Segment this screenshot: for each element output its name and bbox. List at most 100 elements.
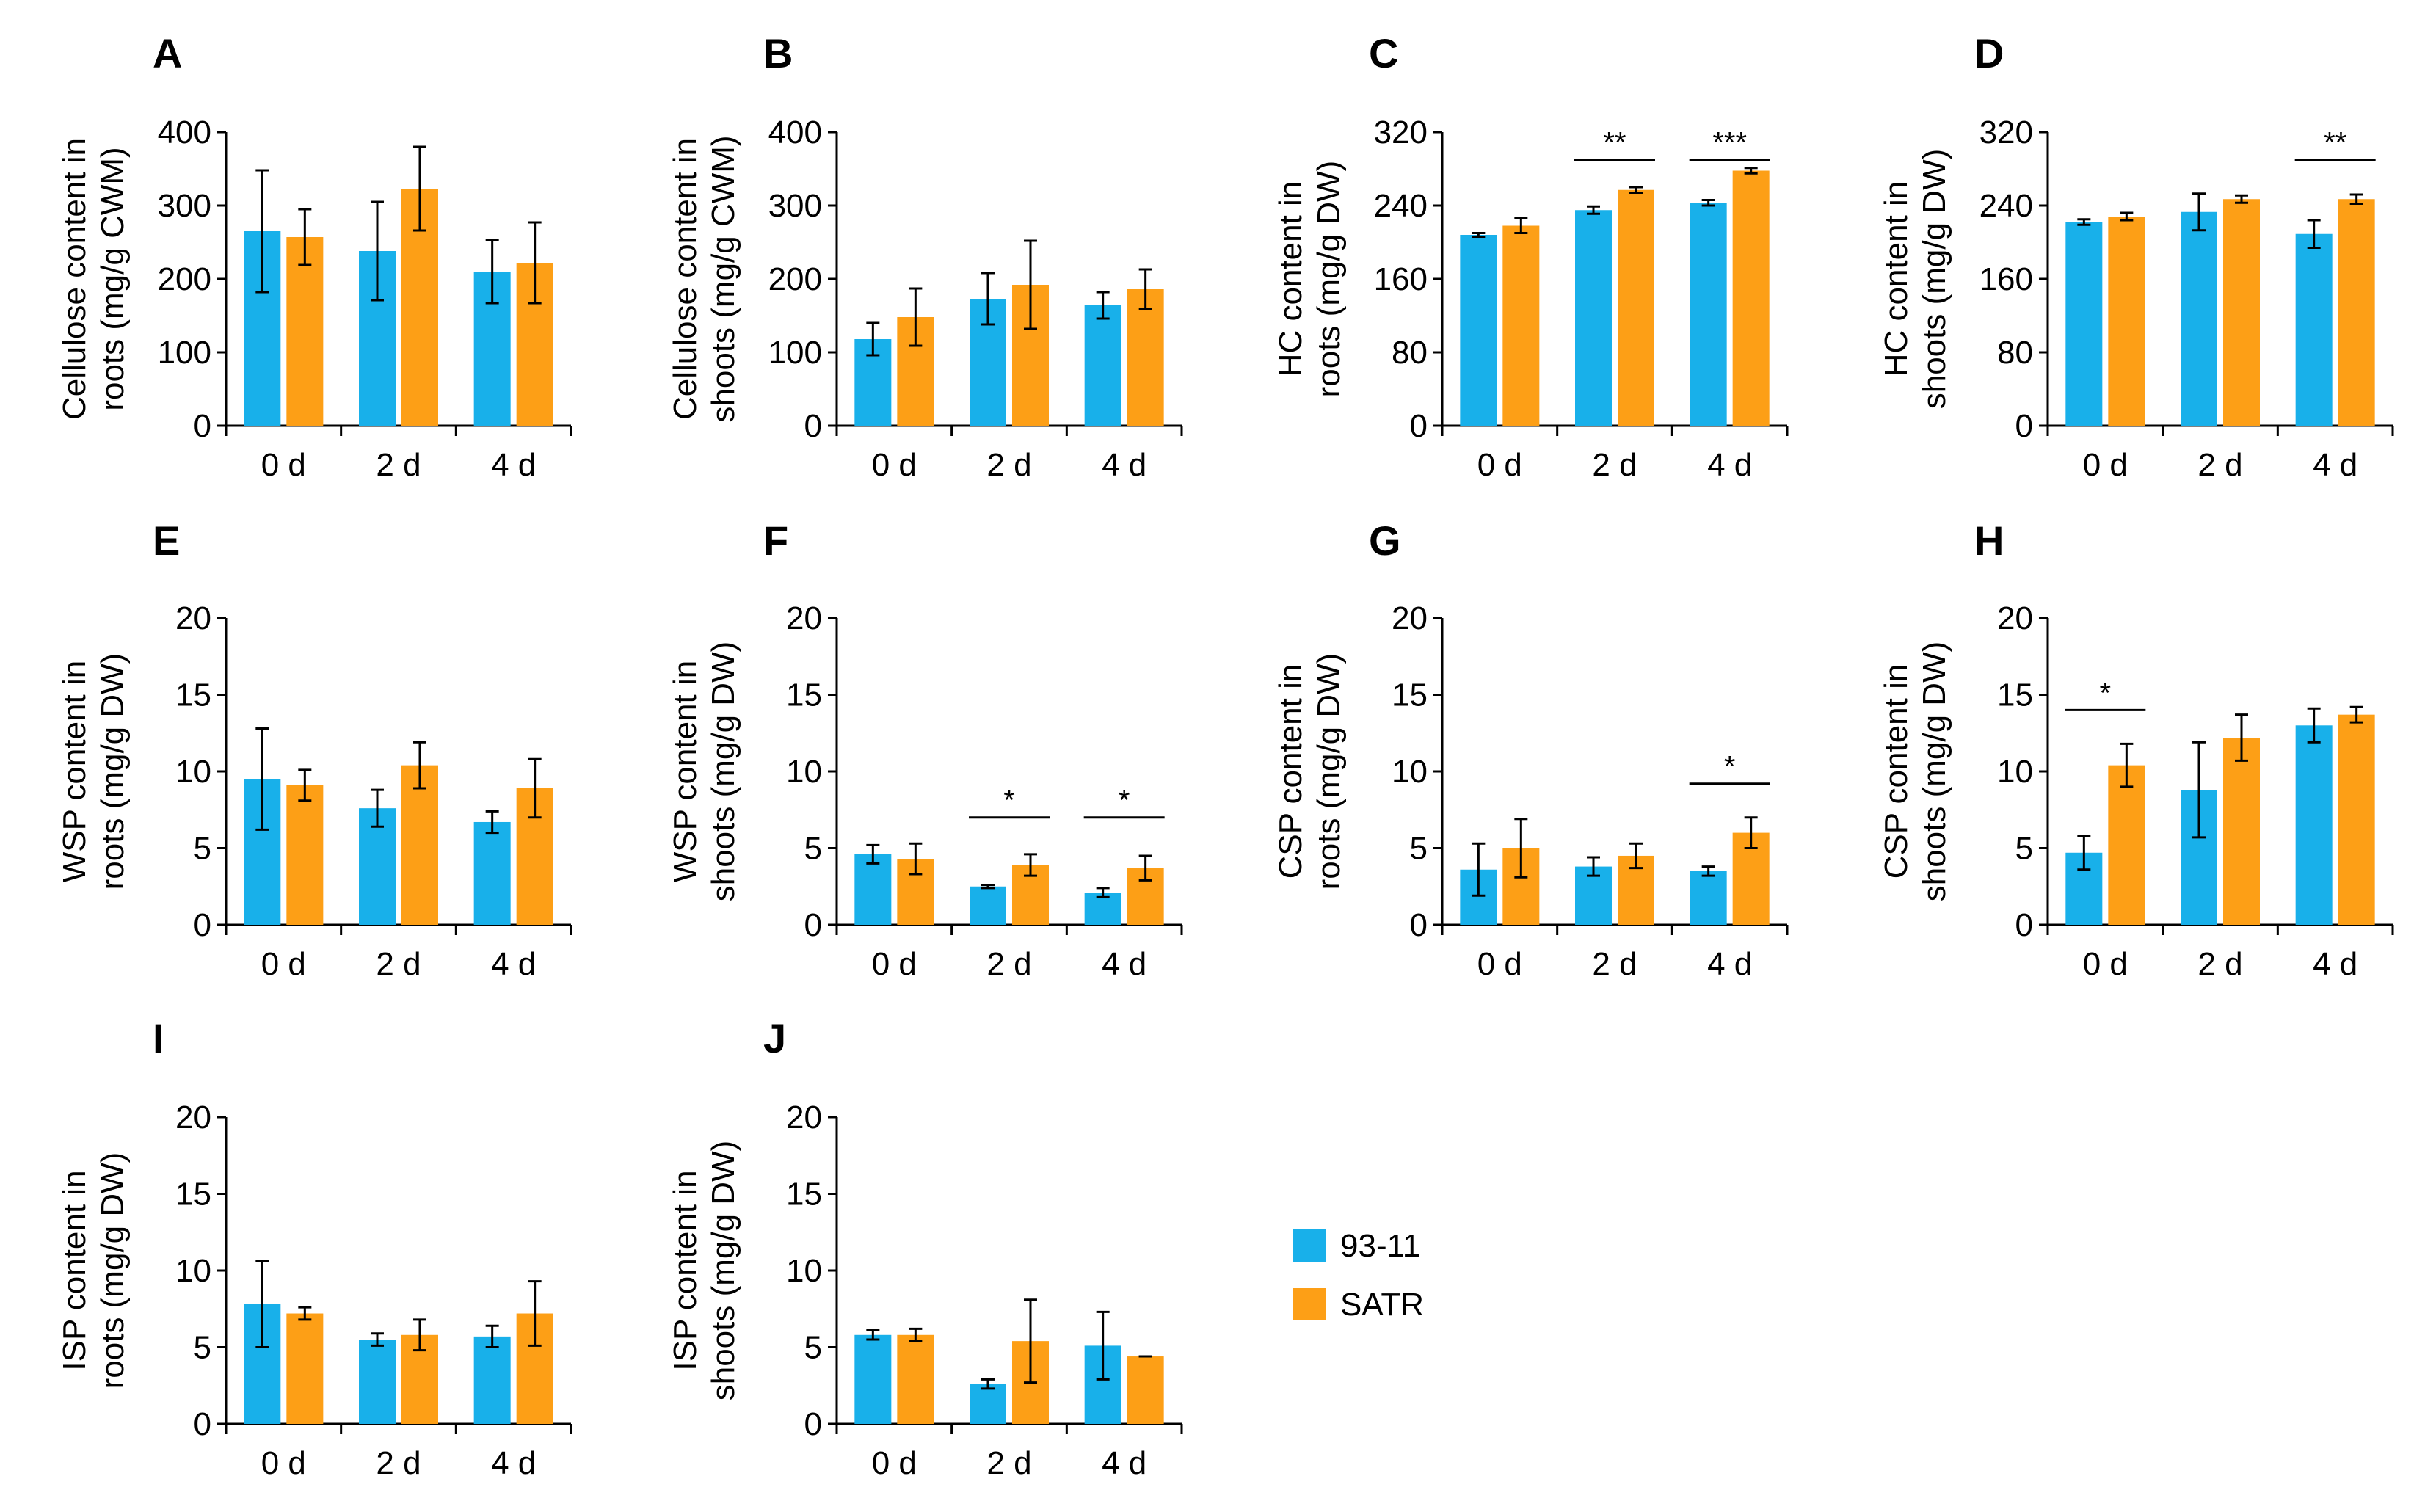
bar-satr	[286, 785, 324, 925]
x-tick-label: 2 d	[376, 447, 421, 483]
x-tick-label: 0 d	[872, 447, 917, 483]
y-axis-label-line: roots (mg/g DW)	[1311, 653, 1347, 890]
x-tick-label: 4 d	[2313, 447, 2357, 483]
x-tick-label: 4 d	[491, 946, 536, 982]
y-axis-label-line: ISP content in	[667, 1170, 703, 1370]
y-axis-label-line: roots (mg/g CWM)	[95, 147, 131, 410]
x-tick-label: 2 d	[986, 1445, 1031, 1481]
bar-satr	[1732, 170, 1770, 426]
x-tick-label: 0 d	[1477, 447, 1522, 483]
bar-93-11	[2181, 211, 2217, 426]
x-tick-label: 4 d	[491, 1445, 536, 1481]
bar-93-11	[854, 854, 892, 925]
y-axis-label-line: CSP content in	[1878, 664, 1914, 879]
y-tick-label: 10	[175, 1253, 211, 1289]
y-tick-label: 100	[158, 335, 211, 371]
x-tick-label: 4 d	[1102, 1445, 1146, 1481]
y-tick-label: 320	[1979, 115, 2033, 150]
y-tick-label: 5	[194, 1330, 211, 1366]
x-tick-label: 0 d	[872, 946, 917, 982]
y-tick-label: 15	[786, 677, 822, 713]
y-tick-label: 15	[175, 1177, 211, 1213]
panel-f: F 0 5 10 15 20 0 d 2 d 4 d * * WSP content in shoots…	[667, 517, 1183, 982]
x-tick-label: 0 d	[261, 447, 306, 483]
x-tick-label: 4 d	[491, 447, 536, 483]
panel-letter-i: I	[153, 1015, 164, 1061]
y-axis-label-line: roots (mg/g DW)	[95, 653, 131, 890]
bar-93-11	[2295, 233, 2333, 426]
y-tick-label: 0	[194, 1406, 211, 1442]
y-axis-label-line: Cellulose content in	[57, 138, 92, 420]
y-tick-label: 200	[158, 261, 211, 297]
y-tick-label: 20	[786, 600, 822, 636]
x-tick-label: 4 d	[1102, 447, 1146, 483]
y-tick-label: 300	[158, 188, 211, 224]
significance-label: *	[1119, 785, 1130, 817]
panel-letter-e: E	[153, 517, 180, 564]
bar-satr	[401, 765, 438, 925]
y-axis-label-line: WSP content in	[667, 661, 703, 882]
bar-satr	[2108, 217, 2145, 426]
legend-label-satr: SATR	[1340, 1287, 1424, 1323]
x-tick-label: 2 d	[1592, 946, 1637, 982]
y-tick-label: 160	[1979, 261, 2033, 297]
y-axis-label-line: roots (mg/g DW)	[1311, 161, 1347, 398]
significance-label: **	[2324, 127, 2346, 159]
bar-satr	[286, 1313, 324, 1424]
panel-h: H 0 5 10 15 20 0 d 2 d 4 d * CSP content in shoots …	[1878, 517, 2394, 982]
panel-e: E 0 5 10 15 20 0 d 2 d 4 d WSP content in roots (m…	[57, 517, 572, 982]
bar-satr	[286, 237, 324, 426]
y-tick-label: 20	[1997, 600, 2033, 636]
y-tick-label: 200	[768, 261, 822, 297]
y-tick-label: 80	[1392, 335, 1428, 371]
y-axis-label-line: shoots (mg/g DW)	[1916, 641, 1952, 902]
legend-swatch-93-11	[1293, 1229, 1326, 1262]
panel-b: B 0 100 200 300 400 0 d 2 d 4 d Cellulose content…	[667, 30, 1183, 483]
panel-g: G 0 5 10 15 20 0 d 2 d 4 d * CSP content in roots (…	[1273, 517, 1789, 982]
y-tick-label: 10	[1392, 754, 1428, 790]
bar-93-11	[970, 886, 1006, 925]
x-tick-label: 2 d	[1592, 447, 1637, 483]
bar-satr	[2338, 714, 2375, 925]
y-tick-label: 0	[1410, 907, 1428, 943]
x-tick-label: 0 d	[1477, 946, 1522, 982]
panel-letter-d: D	[1974, 30, 2004, 76]
bar-93-11	[1690, 871, 1727, 925]
y-tick-label: 300	[768, 188, 822, 224]
y-tick-label: 20	[175, 1100, 211, 1135]
bar-93-11	[2295, 725, 2333, 925]
legend: 93-11 SATR	[1293, 1228, 1424, 1323]
y-tick-label: 5	[194, 831, 211, 867]
y-tick-label: 15	[175, 677, 211, 713]
bar-93-11	[1084, 305, 1121, 426]
y-axis-label-line: roots (mg/g DW)	[95, 1152, 131, 1389]
y-tick-label: 10	[786, 754, 822, 790]
x-tick-label: 2 d	[2197, 447, 2242, 483]
bar-satr	[1502, 225, 1540, 426]
x-tick-label: 4 d	[1707, 447, 1752, 483]
bar-93-11	[473, 821, 511, 925]
y-tick-label: 0	[194, 907, 211, 943]
legend-swatch-satr	[1293, 1288, 1326, 1320]
bar-satr	[2223, 738, 2260, 925]
y-tick-label: 20	[175, 600, 211, 636]
significance-label: *	[1003, 785, 1015, 817]
y-tick-label: 20	[1392, 600, 1428, 636]
y-tick-label: 240	[1979, 188, 2033, 224]
y-axis-label-line: shoots (mg/g DW)	[705, 1141, 741, 1401]
panel-letter-b: B	[763, 30, 793, 76]
x-tick-label: 2 d	[986, 447, 1031, 483]
bar-93-11	[359, 1340, 396, 1424]
y-tick-label: 0	[804, 907, 822, 943]
bar-93-11	[970, 1384, 1006, 1424]
bar-satr	[897, 1334, 934, 1424]
panel-i: I 0 5 10 15 20 0 d 2 d 4 d ISP content in roots (m…	[57, 1015, 572, 1481]
y-tick-label: 0	[1410, 408, 1428, 444]
y-axis-label-line: shoots (mg/g DW)	[1916, 149, 1952, 410]
bar-93-11	[854, 1334, 892, 1424]
y-tick-label: 0	[194, 408, 211, 444]
y-tick-label: 10	[1997, 754, 2033, 790]
panel-a: A 0 100 200 300 400 0 d 2 d 4 d Cellulose content…	[57, 30, 572, 483]
